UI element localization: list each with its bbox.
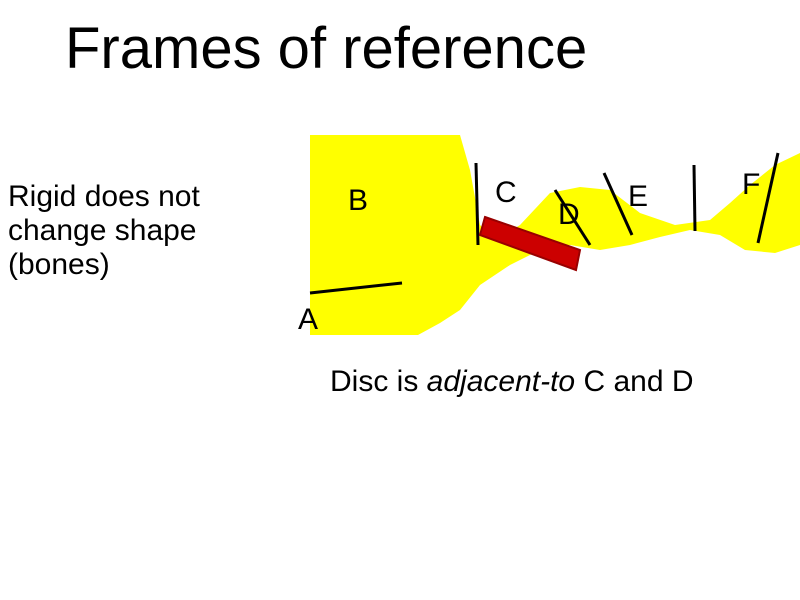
disc-caption: Disc is adjacent-to C and D (330, 365, 694, 399)
label-d: D (558, 198, 580, 232)
segment-line (694, 165, 695, 231)
label-e: E (628, 180, 648, 214)
slide: Frames of reference Rigid does not chang… (0, 0, 800, 600)
slide-title: Frames of reference (65, 15, 587, 82)
label-a: A (298, 303, 318, 337)
body-text: Rigid does not change shape (bones) (8, 180, 248, 282)
label-f: F (742, 168, 760, 202)
label-b: B (348, 184, 368, 218)
caption-prefix: Disc is (330, 365, 427, 398)
caption-italic: adjacent-to (427, 365, 575, 398)
anatomy-diagram (280, 135, 800, 355)
label-c: C (495, 176, 517, 210)
caption-suffix: C and D (575, 365, 693, 398)
segment-line (476, 163, 478, 245)
bone-shape (310, 135, 800, 335)
